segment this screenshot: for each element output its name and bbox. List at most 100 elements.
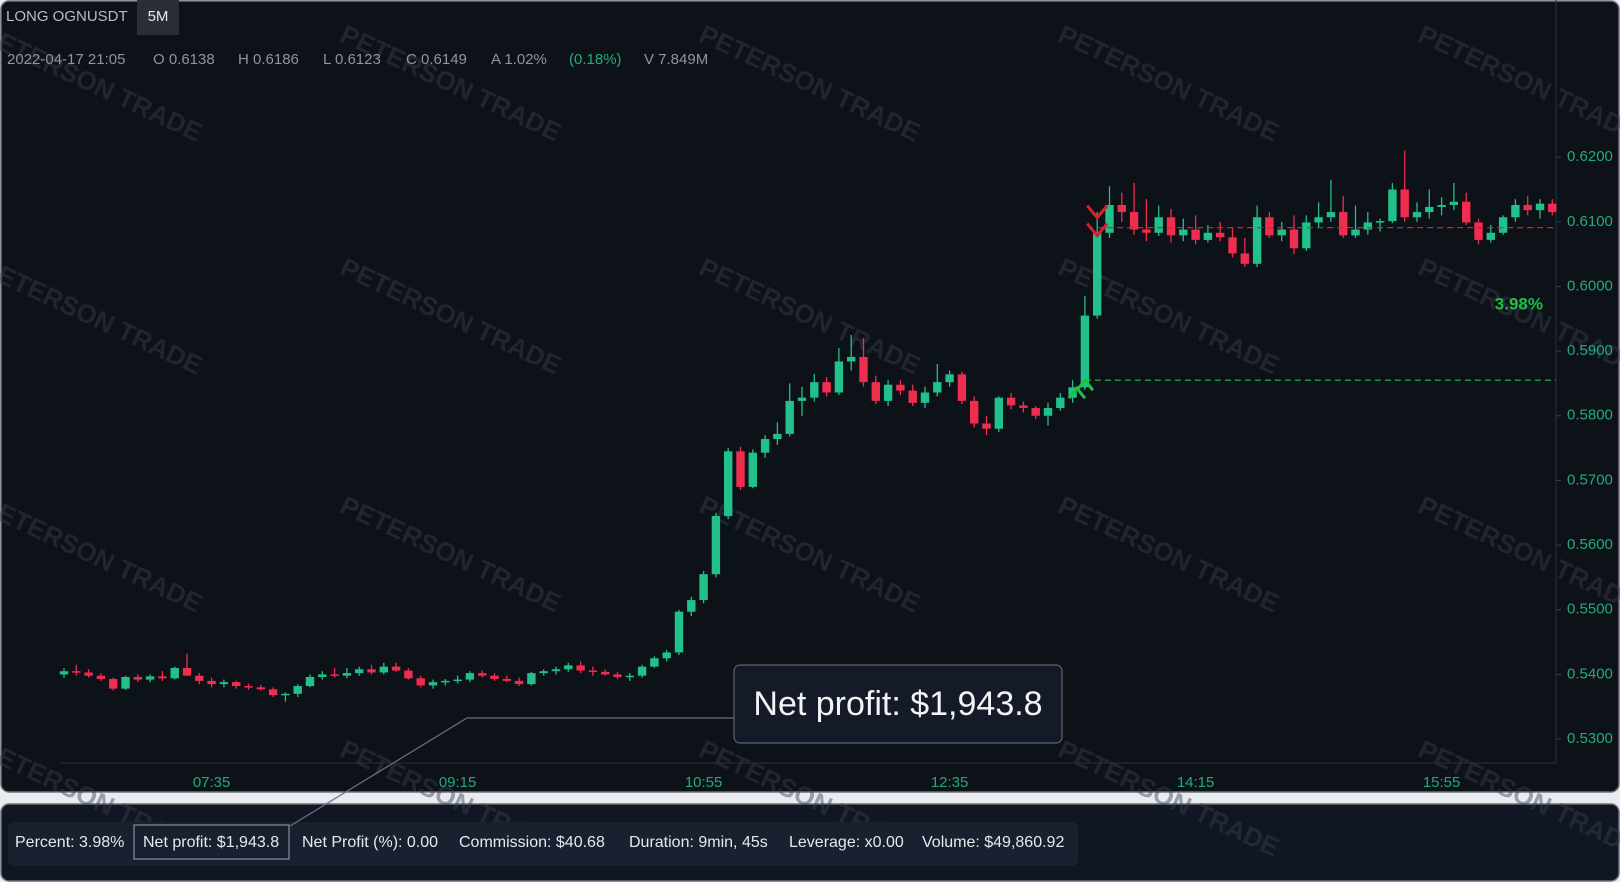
x-tick-label: 15:55	[1423, 774, 1461, 791]
candle-body	[1154, 217, 1163, 233]
candle-body	[1277, 229, 1286, 236]
candle-body	[711, 515, 721, 575]
candle-body	[1252, 217, 1262, 264]
candle-body	[1474, 222, 1483, 240]
candle-body	[1191, 229, 1200, 240]
info-item: (0.18%)	[569, 51, 622, 68]
candle-body	[588, 670, 598, 673]
candle-body	[982, 423, 991, 429]
candle-body	[1363, 222, 1372, 230]
candle-body	[834, 361, 844, 393]
candle-body	[514, 680, 524, 685]
candle-body	[170, 667, 179, 679]
candle-body	[416, 678, 425, 686]
candle-body	[1031, 408, 1040, 416]
candle-body	[502, 678, 511, 681]
candle-body	[810, 382, 819, 398]
candle-body	[1375, 221, 1385, 223]
info-item: 2022-04-17 21:05	[7, 51, 125, 68]
x-tick-label: 07:35	[193, 774, 231, 791]
candle-body	[281, 693, 290, 696]
candle-body	[908, 390, 917, 403]
candle-body	[1412, 212, 1422, 218]
candle-body	[1117, 204, 1126, 213]
stat-item: Volume: $49,860.92	[922, 834, 1064, 851]
exit-marker	[1086, 204, 1109, 220]
stat-item: Net Profit (%): 0.00	[302, 834, 438, 851]
y-tick-label: 0.5800	[1567, 407, 1613, 424]
y-tick-label: 0.5500	[1567, 601, 1613, 618]
stat-item: Net profit: $1,943.8	[143, 834, 279, 851]
entry-marker	[1075, 377, 1095, 392]
candle-body	[785, 400, 794, 434]
candle-body	[847, 356, 856, 362]
exit-marker	[1086, 222, 1109, 238]
candle-body	[453, 679, 462, 682]
candle-body	[367, 669, 376, 673]
candle-body	[84, 672, 93, 676]
callout-connector	[289, 717, 734, 827]
interval-badge[interactable]	[137, 0, 179, 35]
candle-body	[662, 652, 671, 659]
candle-body	[1437, 204, 1446, 207]
candle-body	[441, 680, 450, 683]
candle-body	[1166, 217, 1176, 236]
candle-body	[970, 400, 979, 424]
x-tick-label: 09:15	[439, 774, 477, 791]
candle-body	[305, 677, 315, 687]
candle-body	[1425, 206, 1434, 213]
candle-body	[1523, 204, 1532, 211]
profit-percent: 3.98%	[1495, 294, 1543, 313]
info-item: H 0.6186	[238, 51, 299, 68]
candle-body	[1216, 232, 1225, 238]
candle-body	[613, 674, 622, 678]
candle-body	[822, 382, 831, 393]
x-tick-label: 12:35	[931, 774, 969, 791]
y-tick-label: 0.5900	[1567, 342, 1613, 359]
candle-body	[1129, 212, 1139, 230]
candle-body	[945, 374, 954, 383]
stats-box	[8, 822, 1078, 866]
candle-body	[72, 671, 81, 673]
candle-body	[650, 658, 659, 667]
info-item: O 0.6138	[153, 51, 215, 68]
candle-body	[576, 665, 585, 671]
stat-item: Percent: 3.98%	[15, 834, 124, 851]
candle-body	[564, 665, 573, 670]
candle-body	[1179, 229, 1188, 236]
candle-body	[1019, 405, 1028, 409]
candle-body	[1302, 222, 1311, 249]
candle-body	[293, 686, 302, 694]
candle-body	[1498, 217, 1508, 233]
candle-body	[1080, 315, 1090, 388]
candle-body	[760, 439, 770, 453]
info-item: V 7.849M	[644, 51, 708, 68]
candle-body	[428, 682, 438, 686]
candle-body	[994, 397, 1003, 429]
candle-body	[1203, 232, 1213, 240]
ohlc-info: 2022-04-17 21:05 O 0.6138 H 0.6186 L 0.6123…	[7, 51, 708, 68]
stat-item: Leverage: x0.00	[789, 834, 904, 851]
interval[interactable]: 5M	[148, 8, 169, 25]
candle-body	[207, 680, 216, 685]
y-tick-label: 0.6000	[1567, 277, 1613, 294]
candle-body	[318, 674, 327, 678]
candle-body	[1056, 397, 1065, 409]
candle-body	[256, 687, 265, 690]
candle-body	[96, 675, 106, 679]
candle-body	[637, 666, 647, 676]
y-tick-label: 0.5600	[1567, 536, 1613, 553]
candle-body	[1240, 253, 1249, 264]
info-item: C 0.6149	[406, 51, 467, 68]
candle-body	[1142, 229, 1151, 233]
candle-body	[182, 667, 192, 676]
candle-body	[797, 397, 807, 401]
candle-body	[158, 676, 167, 679]
candle-body	[342, 673, 352, 676]
candle-body	[478, 673, 487, 676]
candle-body	[379, 666, 388, 673]
callout-text: Net profit: $1,943.8	[753, 685, 1042, 723]
callout-box	[733, 664, 1063, 744]
